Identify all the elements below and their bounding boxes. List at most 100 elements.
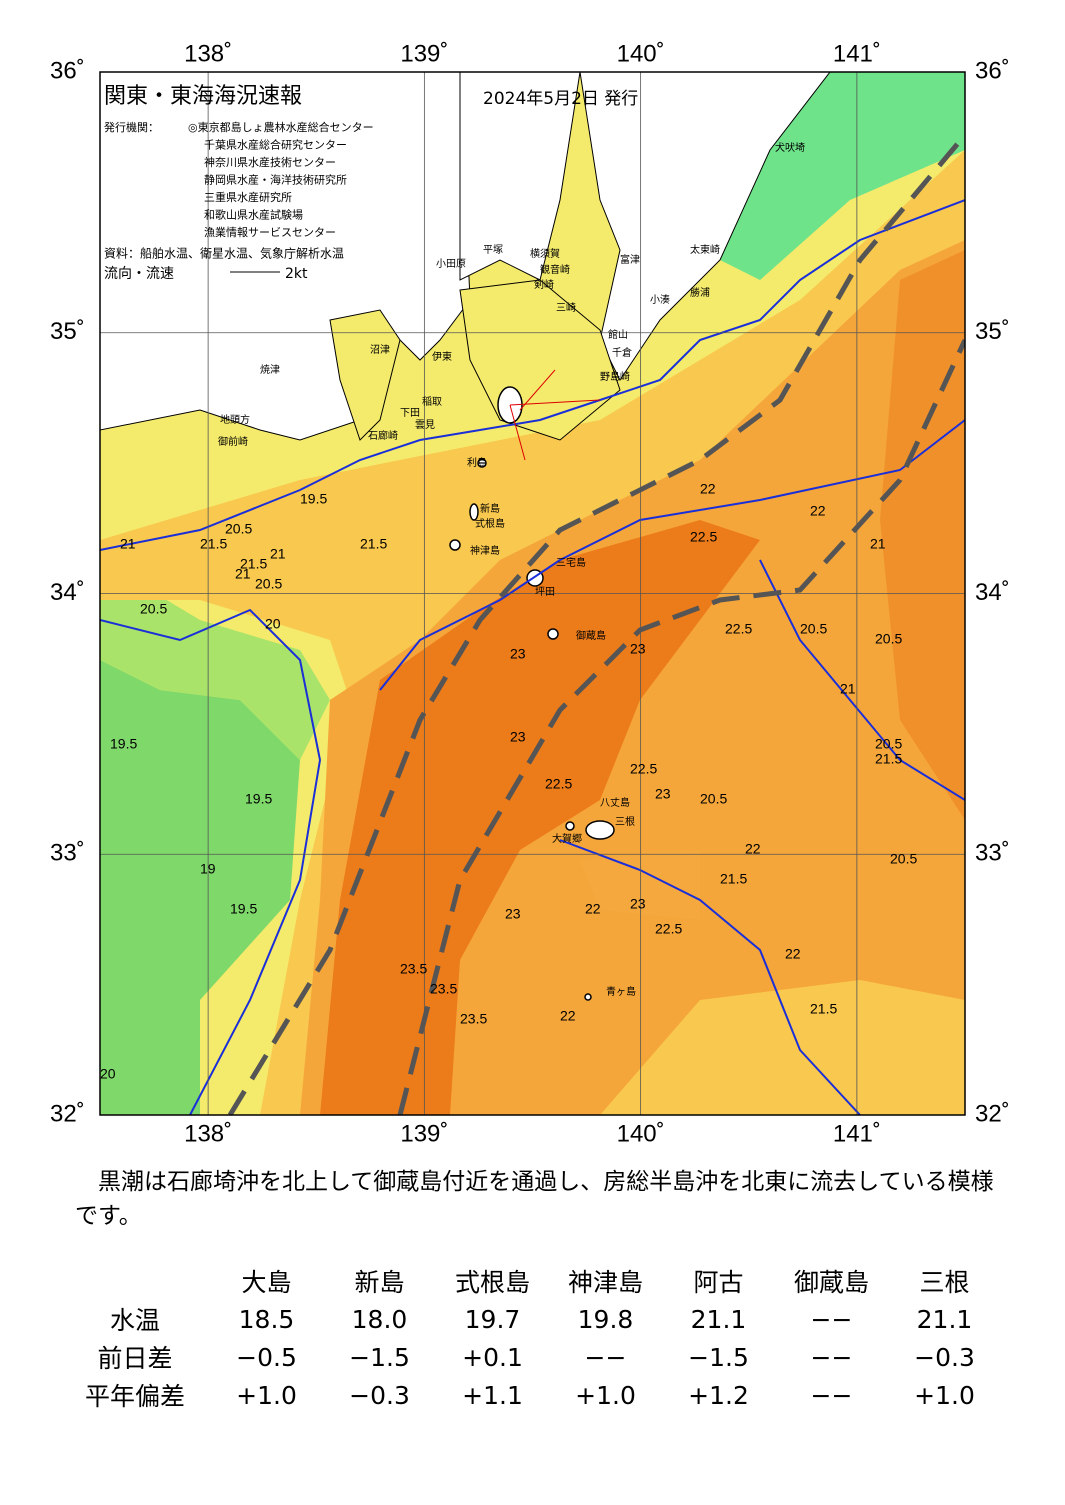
cell: +1.0: [236, 1380, 297, 1410]
place-name: 野島崎: [600, 370, 630, 383]
publisher: 三重県水産研究所: [204, 190, 292, 204]
place-name: 横須賀: [530, 247, 560, 260]
cell: −−: [810, 1380, 853, 1410]
y-tick-label: 34˚: [975, 579, 1010, 606]
place-name: 焼津: [260, 364, 280, 376]
place-name: 勝浦: [690, 286, 710, 299]
row-label: 前日差: [97, 1344, 173, 1373]
flow-label: 流向・流速: [104, 266, 174, 282]
place-name: 稲取: [422, 396, 442, 408]
isotherm-label: 23: [630, 641, 646, 657]
isotherm-label: 20: [100, 1066, 116, 1082]
place-name: 青ヶ島: [606, 985, 636, 998]
cell: +1.2: [688, 1380, 749, 1410]
place-name: 富津: [620, 253, 640, 266]
column-header: 大島: [241, 1268, 292, 1297]
x-tick-label: 138˚: [184, 40, 232, 67]
isotherm-label: 21.5: [810, 1001, 837, 1017]
temperature-table: 大島 新島 式根島 神津島 阿古 御蔵島 三根 水温 18.5 18.0 19.7 19.8 21.1 −…: [60, 1262, 1001, 1414]
x-tick-label: 141˚: [833, 1120, 881, 1147]
isotherm-label: 22: [745, 841, 761, 857]
cell: 21.1: [690, 1304, 747, 1334]
row-label: 平年偏差: [84, 1382, 185, 1411]
cell: −−: [810, 1304, 853, 1334]
table-row: 平年偏差 +1.0 −0.3 +1.1 +1.0 +1.2 −− +1.0: [60, 1376, 1001, 1414]
isotherm-label: 22.5: [630, 761, 657, 777]
y-tick-label: 35˚: [975, 318, 1010, 345]
comment: 黒潮は石廊埼沖を北上して御蔵島付近を通過し、房総半島沖を北東に流去している模様で…: [75, 1169, 994, 1229]
place-name: 平塚: [483, 244, 503, 256]
publisher: 和歌山県水産試験場: [204, 208, 303, 222]
isotherm-label: 21: [120, 536, 136, 552]
isotherm-label: 21.5: [360, 536, 387, 552]
isotherm-label: 20: [265, 616, 281, 632]
y-tick-label: 32˚: [50, 1100, 85, 1127]
row-label: 水温: [109, 1306, 160, 1335]
y-tick-label: 35˚: [50, 318, 85, 345]
y-tick-label: 33˚: [975, 840, 1010, 867]
column-header: 新島: [354, 1268, 405, 1297]
isotherm-label: 22: [700, 481, 716, 497]
isotherm-label: 23: [510, 729, 526, 745]
source: 資料：船舶水温、衛星水温、気象庁解析水温: [104, 246, 344, 261]
place-name: 千倉: [612, 346, 632, 359]
cell: −0.5: [236, 1342, 297, 1372]
publisher: 千葉県水産総合研究センター: [204, 138, 347, 152]
isotherm-label: 19: [200, 861, 216, 877]
cell: +1.0: [575, 1380, 636, 1410]
isotherm-label: 22: [785, 946, 801, 962]
isotherm-label: 22.5: [725, 621, 752, 637]
isotherm-label: 21.5: [875, 751, 902, 767]
issue-date: 2024年5月2日 発行: [483, 89, 638, 109]
map-body: [100, 72, 965, 1115]
x-tick-label: 140˚: [617, 1120, 665, 1147]
place-name: 坪田: [535, 585, 555, 598]
table-row: 水温 18.5 18.0 19.7 19.8 21.1 −− 21.1: [60, 1300, 1001, 1338]
y-tick-label: 32˚: [975, 1100, 1010, 1127]
isotherm-label: 19.5: [300, 491, 327, 507]
isotherm-label: 21: [235, 566, 251, 582]
cell: 19.8: [577, 1304, 634, 1334]
flow-scale: 2kt: [285, 266, 308, 282]
isotherm-label: 21: [870, 536, 886, 552]
place-name: 下田: [400, 408, 420, 419]
publisher: ◎東京都島しょ農林水産総合センター: [188, 120, 374, 134]
place-name: 御前崎: [218, 435, 248, 448]
isotherm-label: 22.5: [690, 529, 717, 545]
y-tick-label: 36˚: [50, 57, 85, 84]
place-name: 雲見: [415, 419, 435, 431]
place-name: 三宅島: [556, 556, 586, 569]
x-tick-label: 139˚: [400, 40, 448, 67]
isotherm-label: 23.5: [400, 961, 427, 977]
place-name: 石廊崎: [368, 429, 398, 442]
place-name: 剣崎: [534, 278, 554, 291]
x-tick-label: 139˚: [400, 1120, 448, 1147]
place-name: 小田原: [436, 258, 466, 270]
isotherm-label: 22.5: [655, 921, 682, 937]
sea-temperature-map: 関東・東海海況速報 2024年5月2日 発行 発行機関： 資料：船舶水温、衛星水…: [50, 40, 1010, 1147]
isotherm-label: 20.5: [890, 851, 917, 867]
cell: +1.1: [462, 1380, 523, 1410]
isotherm-label: 23.5: [460, 1011, 487, 1027]
isotherm-label: 22: [810, 503, 826, 519]
cell: +0.1: [462, 1342, 523, 1372]
column-header: 式根島: [454, 1268, 530, 1297]
isotherm-label: 23.5: [430, 981, 457, 997]
isotherm-label: 22.5: [545, 776, 572, 792]
cell: 18.5: [238, 1304, 295, 1334]
map-title: 関東・東海海況速報: [104, 84, 302, 109]
isotherm-label: 21: [840, 681, 856, 697]
place-name: 式根島: [475, 517, 505, 530]
y-tick-label: 33˚: [50, 840, 85, 867]
isotherm-label: 20.5: [875, 736, 902, 752]
isotherm-label: 20.5: [875, 631, 902, 647]
place-name: 御蔵島: [576, 629, 606, 642]
place-name: 沼津: [370, 343, 390, 356]
isotherm-label: 20.5: [140, 601, 167, 617]
column-header: 阿古: [693, 1268, 744, 1297]
column-header: 御蔵島: [793, 1268, 869, 1297]
isotherm-label: 20.5: [255, 576, 282, 592]
isotherm-label: 20.5: [700, 791, 727, 807]
place-name: 地頭方: [220, 413, 250, 426]
place-name: 三崎: [556, 301, 576, 314]
